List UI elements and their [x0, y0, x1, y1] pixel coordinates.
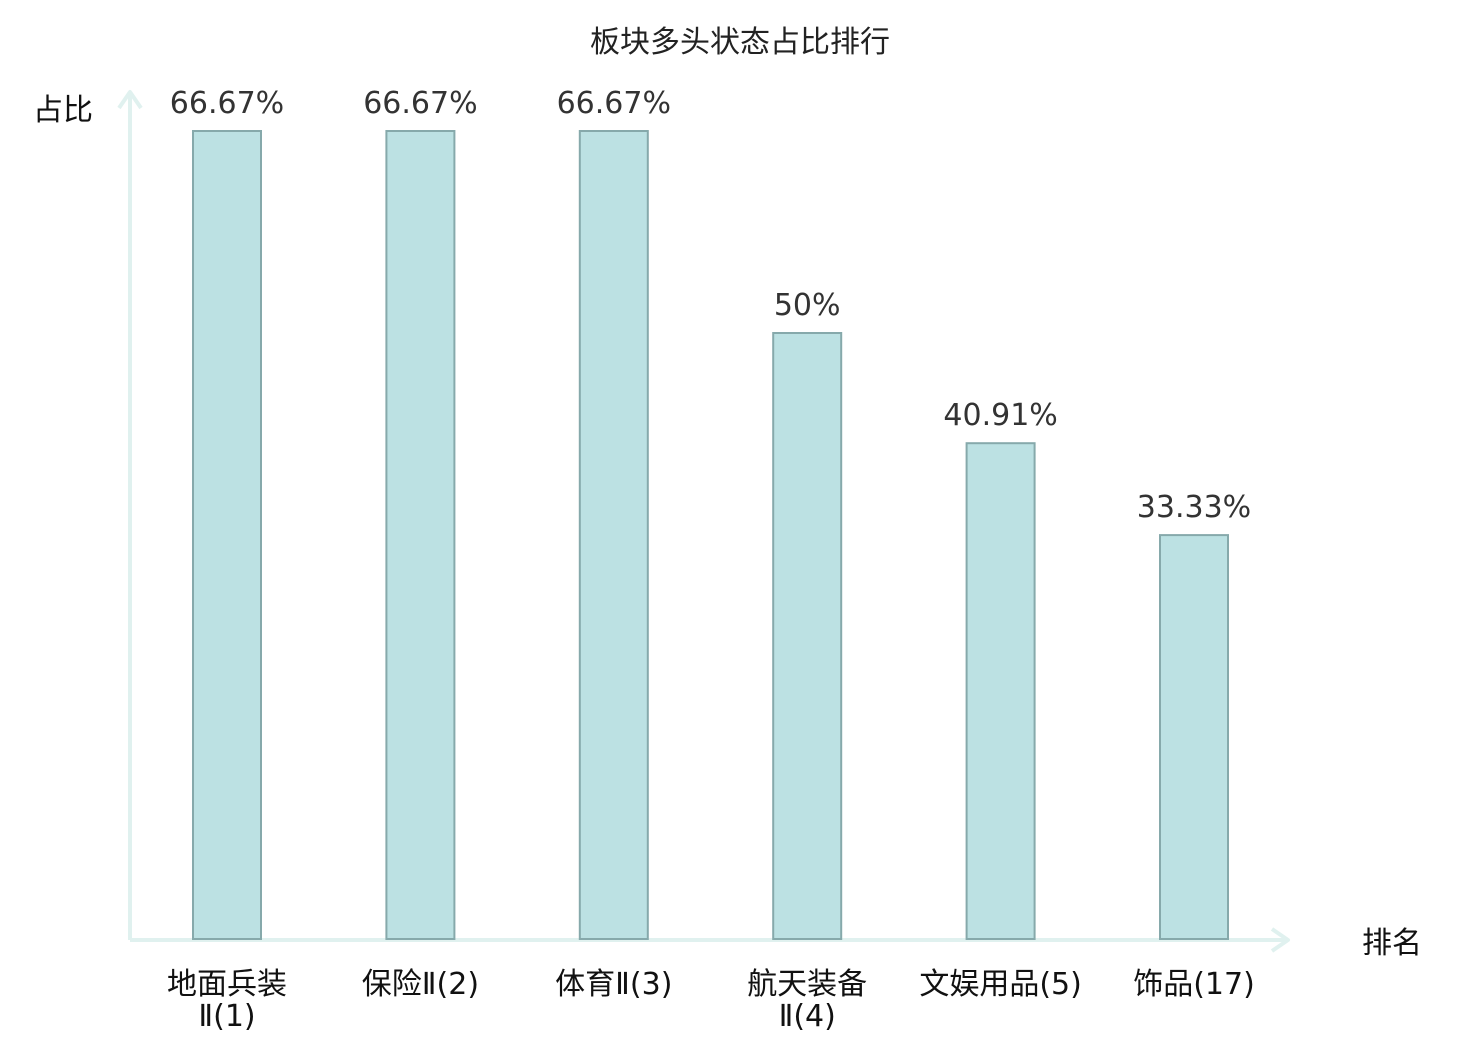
category-tick-label: 保险Ⅱ(2)	[362, 967, 479, 1002]
y-axis-label: 占比	[33, 93, 93, 128]
bar-value-label: 40.91%	[943, 398, 1057, 433]
y-axis-arrow	[117, 90, 143, 110]
bar	[772, 332, 843, 940]
category-tick-label: 文娱用品(5)	[919, 967, 1082, 1002]
x-axis-arrow	[1270, 927, 1290, 953]
bars	[192, 130, 1229, 940]
bar-value-label: 33.33%	[1137, 490, 1251, 525]
category-tick-label: 体育Ⅱ(3)	[555, 967, 672, 1002]
x-axis-label: 排名	[1362, 926, 1422, 961]
category-tick-label: 饰品(17)	[1133, 967, 1255, 1002]
bar	[578, 130, 649, 940]
x-axis	[130, 927, 1290, 953]
bar-value-label: 50%	[774, 288, 841, 323]
category-tick-label: 航天装备	[747, 967, 867, 1002]
bar	[1159, 534, 1229, 940]
category-tick-label: 地面兵装	[167, 967, 287, 1002]
category-tick-label: Ⅱ(1)	[198, 999, 255, 1034]
bar-value-label: 66.67%	[363, 86, 477, 121]
bar	[385, 130, 456, 940]
chart-title: 板块多头状态占比排行	[590, 25, 890, 60]
bar	[965, 442, 1036, 940]
bar	[192, 130, 262, 940]
category-tick-label: Ⅱ(4)	[779, 999, 836, 1034]
bar-value-label: 66.67%	[170, 86, 284, 121]
value-labels: 66.67% 66.67% 66.67% 50% 40.91% 33.33%	[170, 86, 1251, 525]
y-axis	[117, 90, 143, 940]
bar-value-label: 66.67%	[557, 86, 671, 121]
